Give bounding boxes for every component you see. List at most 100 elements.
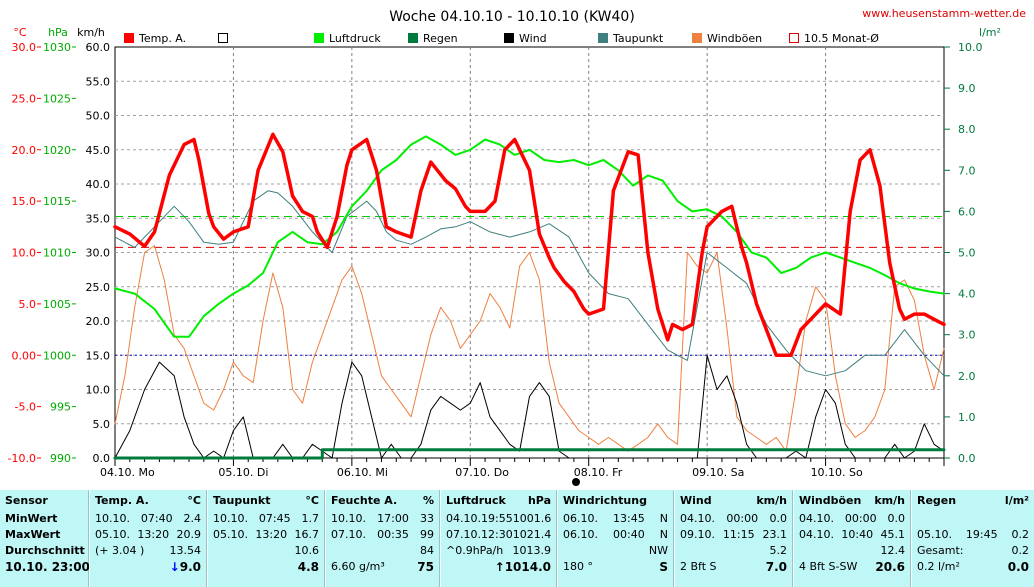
reference-lines [115, 216, 944, 356]
temp-header: Temp. A. [95, 494, 149, 507]
dew-max-date: 05.10. [213, 528, 248, 541]
gust-max-value: 45.1 [880, 528, 905, 541]
day-label: 09.10. Sa [692, 466, 744, 479]
press-trend: ^0.9hPa/h [446, 544, 504, 557]
dew-current: 4.8 [297, 560, 319, 574]
gust-min-value: 0.0 [887, 512, 905, 525]
wdir-max-time: 00:40 [613, 528, 645, 541]
rain-tick-label: 9.0 [958, 82, 976, 95]
wdir-min-value: N [659, 512, 668, 525]
rain-current: 0.0 [1007, 560, 1029, 574]
dew-min-time: 07:45 [258, 512, 291, 525]
site-label: www.heusenstamm-wetter.de [862, 7, 1026, 20]
dew-max-time: 13:20 [255, 528, 288, 541]
rain-tick-label: 4.0 [958, 288, 976, 301]
wind-min-value: 0.0 [769, 512, 787, 525]
gust-avg-value: 12.4 [880, 544, 906, 557]
stats-temp: Temp. A. °C 10.10. 07:40 2.4 05.10. 13:20 20.… [89, 490, 207, 587]
temp-tick-label: 10.0 [12, 247, 37, 260]
press-min-time: 19:55 [481, 512, 513, 525]
legend-swatch-pressure [314, 33, 324, 43]
current-time-marker [572, 478, 580, 486]
rain-max-date: 05.10. [917, 528, 952, 541]
legend-dew: Taupunkt [612, 32, 664, 45]
wind-tick-label: 25.0 [86, 281, 111, 294]
current-datetime: 10.10. 23:00 [5, 560, 90, 574]
hum-max-time: 00:35 [377, 528, 409, 541]
rain-unit: l/m² [1004, 494, 1029, 507]
wind-header: Wind [680, 494, 712, 507]
hum-current: 75 [417, 560, 434, 574]
rain-total-label: Gesamt: [917, 544, 964, 557]
stats-panel: Sensor MinWert MaxWert Durchschnitt 10.1… [0, 490, 1034, 587]
temp-avg-value: 13.54 [169, 544, 202, 557]
stats-rain: Regen l/m² 05.10. 19:45 0.2 Gesamt: 0.2 0.2 … [911, 490, 1034, 587]
press-tick-label: 1025 [43, 92, 71, 105]
hum-min-date: 10.10. [331, 512, 366, 525]
wind-min-time: 00:00 [726, 512, 759, 525]
temperature-line [113, 132, 946, 358]
wdir-max-value: N [659, 528, 668, 541]
dew-min-date: 10.10. [213, 512, 248, 525]
legend-wind: Wind [519, 32, 547, 45]
wind-max-value: 23.1 [762, 528, 787, 541]
dew-min-value: 1.7 [301, 512, 319, 525]
day-label: 06.10. Mi [337, 466, 388, 479]
temp-max-time: 13:20 [137, 528, 170, 541]
stats-wind-direction: Windrichtung 06.10. 13:45 N 06.10. 00:40 N N… [557, 490, 674, 587]
legend-month: 10.5 Monat-Ø [804, 32, 879, 45]
temp-tick-label: -10.0 [8, 452, 36, 465]
press-tick-label: 995 [50, 401, 71, 414]
hum-abs: 6.60 g/m³ [331, 560, 385, 573]
wind-min-date: 04.10. [680, 512, 715, 525]
rain-max-value: 0.2 [1011, 528, 1029, 541]
press-tick-label: 1015 [43, 195, 71, 208]
pressure-line [114, 135, 945, 338]
temp-avg-note: (+ 3.04 ) [95, 544, 145, 557]
press-current: 1014.0 [504, 560, 551, 574]
wind-tick-label: 30.0 [86, 247, 111, 260]
hum-min-value: 33 [419, 512, 434, 525]
day-label: 04.10. Mo [100, 466, 155, 479]
press-max-date: 07.10. [446, 528, 481, 541]
press-header: Luftdruck [446, 494, 506, 507]
press-tick-label: 1020 [43, 144, 71, 157]
temp-tick-label: 25.0 [12, 92, 37, 105]
legend-swatch-empty [218, 33, 228, 43]
temp-tick-label: 5.0 [19, 298, 37, 311]
press-max-value: 1021.4 [512, 528, 552, 541]
stats-humidity: Feuchte A.% 10.10. 17:00 33 07.10. 00:35 99 … [325, 490, 440, 587]
wdir-min-time: 13:45 [613, 512, 645, 525]
wind-tick-label: 15.0 [86, 349, 111, 362]
rain-tick-label: 10.0 [958, 41, 983, 54]
legend-rain: Regen [423, 32, 458, 45]
wdir-current: S [659, 560, 668, 574]
legend-swatch-dew [598, 33, 608, 43]
legend-gust: Windböen [707, 32, 762, 45]
legend-swatch-rain [408, 33, 418, 43]
wind-tick-label: 35.0 [86, 212, 111, 225]
rain-unit-label: l/m² [979, 26, 1001, 39]
press-max-time: 12:30 [481, 528, 513, 541]
weather-chart: Woche 04.10.10 - 10.10.10 (KW40) www.heu… [8, 7, 1026, 486]
gust-max-time: 10:40 [841, 528, 874, 541]
rain-header: Regen [917, 494, 957, 507]
temp-tick-label: -5.0 [15, 401, 36, 414]
legend-temp: Temp. A. [138, 32, 186, 45]
legend-swatch-temp [124, 33, 134, 43]
wind-tick-label: 20.0 [86, 315, 111, 328]
press-tick-label: 1010 [43, 247, 71, 260]
legend-swatch-month [789, 33, 799, 43]
hum-avg-value: 84 [420, 544, 434, 557]
rain-max-time: 19:45 [965, 528, 998, 541]
wdir-degrees: 180 ° [563, 560, 593, 573]
rain-total-value: 0.2 [1011, 544, 1030, 557]
stats-gust: Windböen km/h 04.10. 00:00 0.0 04.10. 10:40 4… [793, 490, 911, 587]
gust-max-date: 04.10. [799, 528, 834, 541]
dew-max-value: 16.7 [294, 528, 319, 541]
wdir-max-date: 06.10. [563, 528, 598, 541]
rain-tick-label: 3.0 [958, 329, 976, 342]
stats-dew: Taupunkt °C 10.10. 07:45 1.7 05.10. 13:20 16.… [207, 490, 325, 587]
x-axis-labels: 04.10. Mo 05.10. Di 06.10. Mi 07.10. Do 08.1… [100, 466, 863, 479]
temp-unit: °C [187, 494, 201, 507]
